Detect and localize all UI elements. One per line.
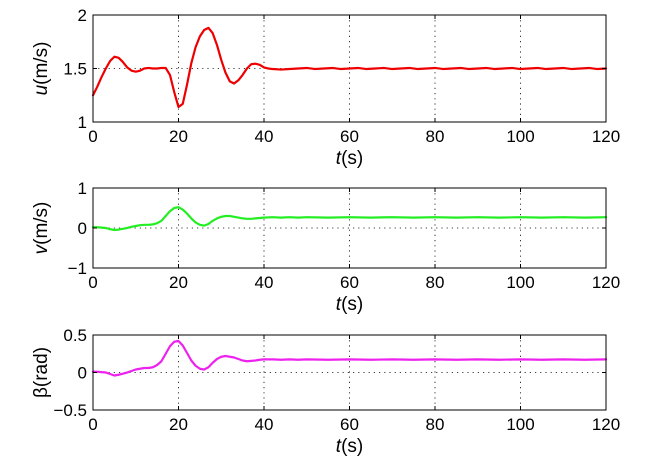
y-axis-label: β(rad)	[31, 347, 52, 398]
y-tick-label: 0	[78, 364, 87, 383]
x-tick-label: 100	[506, 273, 534, 292]
x-tick-label: 20	[169, 273, 188, 292]
data-series-line	[91, 339, 608, 377]
x-axis-label: t(s)	[336, 436, 363, 457]
x-axis-label: t(s)	[336, 294, 363, 315]
chart-panel-1: 0 20 40 60 80 100 120 1 1.5 2 t(s) u(m/s)	[31, 6, 620, 169]
data-series-line	[91, 206, 608, 232]
y-tick-label: −0.5	[53, 401, 87, 420]
y-axis-label: u(m/s)	[31, 42, 52, 96]
x-tick-label: 60	[340, 127, 359, 146]
x-tick-label: 60	[340, 415, 359, 434]
x-tick-label: 60	[340, 273, 359, 292]
y-tick-label: 1	[78, 179, 87, 198]
x-tick-label: 120	[592, 127, 620, 146]
x-tick-label: 40	[255, 415, 274, 434]
x-tick-label: 100	[506, 415, 534, 434]
y-tick-label: 0.5	[63, 326, 87, 345]
x-tick-label: 20	[169, 127, 188, 146]
y-tick-label: 0	[78, 219, 87, 238]
y-tick-label: −1	[68, 259, 87, 278]
x-tick-label: 0	[88, 127, 97, 146]
chart-panel-3: 0 20 40 60 80 100 120−0.500.5t(s)β(rad)	[31, 326, 620, 457]
x-tick-label: 40	[255, 127, 274, 146]
x-tick-label: 80	[426, 415, 445, 434]
x-tick-label: 120	[592, 415, 620, 434]
x-tick-label: 100	[506, 127, 534, 146]
x-tick-label: 80	[426, 273, 445, 292]
y-tick-label: 1.5	[63, 60, 87, 79]
x-tick-label: 40	[255, 273, 274, 292]
x-tick-label: 0	[88, 415, 97, 434]
y-tick-label: 2	[78, 6, 87, 25]
x-tick-label: 20	[169, 415, 188, 434]
x-axis-label: t(s)	[336, 148, 363, 169]
x-tick-label: 120	[592, 273, 620, 292]
y-axis-label: v(m/s)	[31, 202, 52, 255]
x-tick-label: 0	[88, 273, 97, 292]
y-tick-label: 1	[78, 113, 87, 132]
data-series-line	[91, 26, 608, 109]
x-tick-label: 80	[426, 127, 445, 146]
